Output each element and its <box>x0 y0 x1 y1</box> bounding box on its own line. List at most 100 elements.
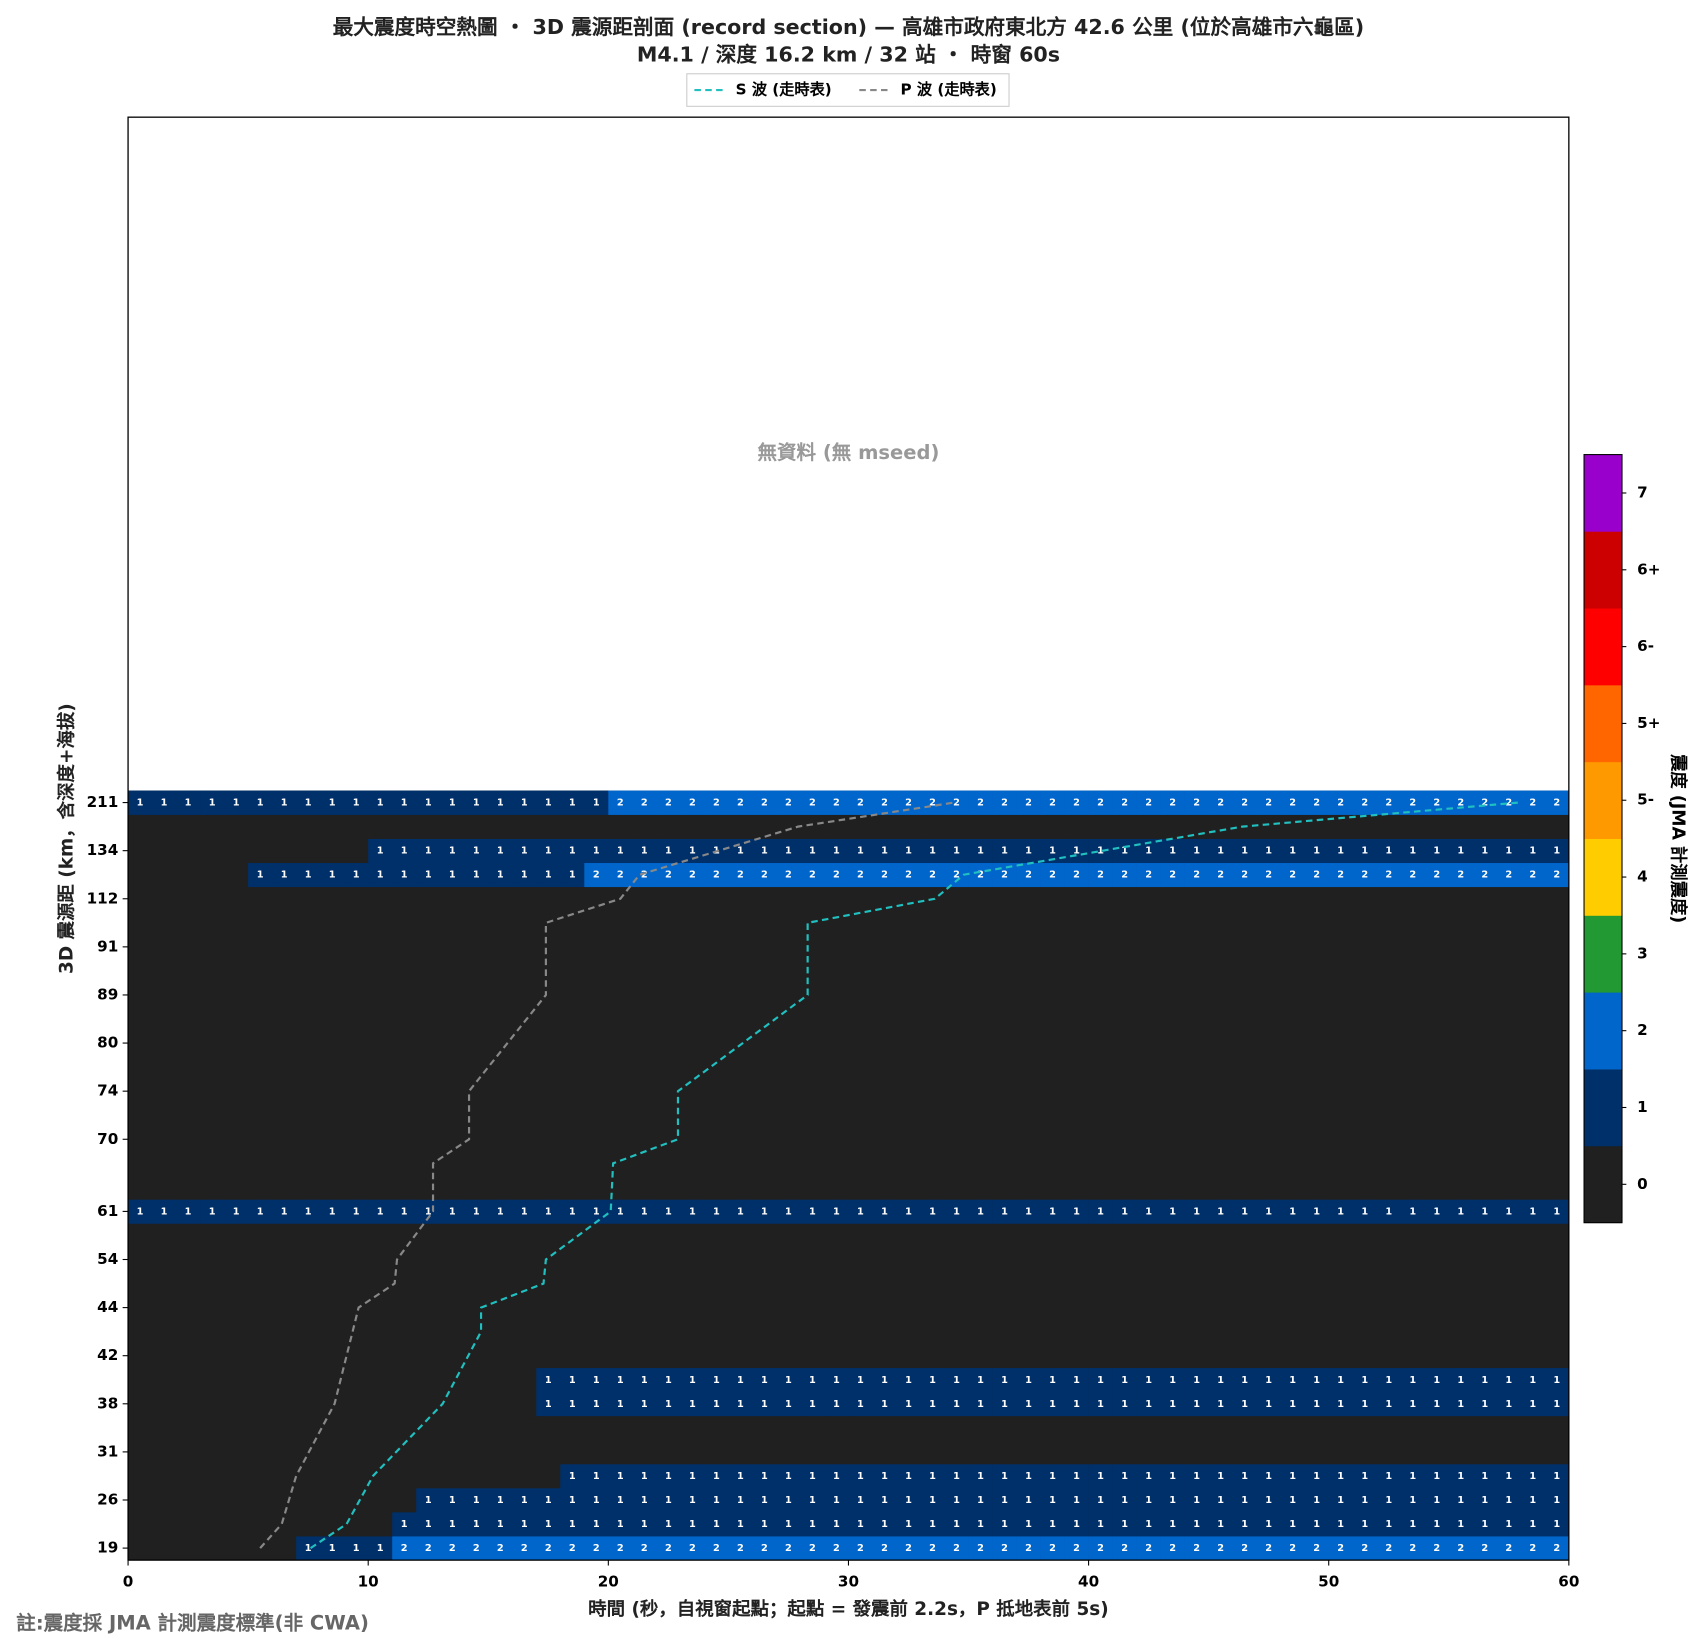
heat-cell <box>752 958 777 984</box>
heat-cell <box>800 1247 825 1272</box>
heat-cell <box>896 1295 921 1320</box>
heat-cell <box>272 1199 297 1224</box>
heat-cell <box>680 790 705 815</box>
heat-cell <box>704 1079 729 1104</box>
heat-cell <box>1472 1151 1498 1176</box>
heat-cell <box>488 1247 513 1272</box>
cell-label: 2 <box>1217 870 1224 881</box>
heat-cell <box>488 1463 513 1489</box>
heat-cell <box>1040 958 1065 984</box>
heat-cell <box>968 1103 993 1128</box>
heat-cell <box>1472 982 1498 1008</box>
heat-cell <box>320 1103 345 1128</box>
heat-cell <box>248 1223 273 1248</box>
heat-cell <box>248 1391 273 1417</box>
heat-cell <box>1016 1367 1041 1393</box>
cell-label: 2 <box>761 798 768 809</box>
heat-cell <box>1520 934 1546 960</box>
heat-cell <box>1040 1319 1065 1345</box>
cell-label: 1 <box>1361 846 1368 857</box>
heat-cell <box>1448 1055 1474 1080</box>
heat-cell <box>464 1415 489 1441</box>
heat-cell <box>176 838 201 864</box>
heat-cell <box>1160 814 1185 839</box>
heat-cell <box>704 934 729 960</box>
heat-cell <box>1232 958 1258 984</box>
heat-cell <box>1352 1175 1378 1200</box>
cell-label: 2 <box>473 1543 480 1554</box>
cell-label: 1 <box>713 1495 720 1506</box>
heat-cell <box>1064 1343 1089 1369</box>
heat-cell <box>968 1487 993 1513</box>
heat-cell <box>392 1127 417 1152</box>
cell-label: 1 <box>881 1519 888 1530</box>
heat-cell <box>512 1271 537 1296</box>
heat-cell <box>1544 862 1570 888</box>
heat-cell <box>1280 1319 1306 1345</box>
heat-cell <box>1328 1271 1354 1296</box>
heat-cell <box>440 862 465 888</box>
heat-cell <box>512 886 537 912</box>
heat-cell <box>1016 958 1041 984</box>
heat-cell <box>1280 1006 1306 1032</box>
heat-cell <box>1160 1127 1185 1152</box>
heat-cell <box>248 838 273 864</box>
heat-cell <box>1472 1536 1498 1561</box>
heat-cell <box>128 1223 153 1248</box>
cell-label: 1 <box>665 1471 672 1482</box>
heat-cell <box>632 1055 657 1080</box>
heat-cell <box>824 886 849 912</box>
heat-cell <box>704 1271 729 1296</box>
heat-cell <box>776 1006 801 1032</box>
heat-cell <box>440 790 465 815</box>
heat-cell <box>320 1199 345 1224</box>
heat-cell <box>1280 1391 1306 1417</box>
heat-cell <box>944 1271 969 1296</box>
cell-label: 2 <box>953 798 960 809</box>
heat-cell <box>1472 814 1498 839</box>
heat-cell <box>968 1079 993 1104</box>
heat-cell <box>1400 1103 1426 1128</box>
heat-cell <box>824 1031 849 1056</box>
cell-label: 2 <box>905 870 912 881</box>
heat-cell <box>800 1463 825 1489</box>
heat-cell <box>1520 1175 1546 1200</box>
heat-cell <box>416 1343 441 1369</box>
heat-cell <box>992 1295 1017 1320</box>
heat-cell <box>848 1079 873 1104</box>
cell-label: 2 <box>1241 798 1248 809</box>
cell-label: 1 <box>137 1206 144 1217</box>
cell-label: 1 <box>905 1399 912 1410</box>
heat-cell <box>1544 1295 1570 1320</box>
heat-cell <box>152 1536 177 1561</box>
cell-label: 1 <box>1025 1495 1032 1506</box>
heat-cell <box>1328 934 1354 960</box>
heat-cell <box>896 934 921 960</box>
heat-cell <box>200 1343 225 1369</box>
heat-cell <box>272 1536 297 1561</box>
heat-cell <box>1064 1439 1089 1465</box>
heat-cell <box>656 1055 681 1080</box>
cell-label: 1 <box>1289 1206 1296 1217</box>
heat-cell <box>1208 1103 1233 1128</box>
heat-cell <box>1400 886 1426 912</box>
heat-cell <box>728 1006 753 1032</box>
heat-cell <box>272 838 297 864</box>
heat-cell <box>704 958 729 984</box>
heat-cell <box>128 1512 153 1537</box>
heat-cell <box>728 1463 753 1489</box>
heat-cell <box>632 1512 657 1537</box>
heat-cell <box>416 1271 441 1296</box>
heat-cell <box>1328 1487 1354 1513</box>
heat-cell <box>1448 1223 1474 1248</box>
heat-cell <box>1160 1367 1185 1393</box>
heat-cell <box>1520 1271 1546 1296</box>
heat-cell <box>1280 1271 1306 1296</box>
heat-cell <box>776 1487 801 1513</box>
heat-cell <box>1496 1295 1522 1320</box>
heat-cell <box>1232 1271 1258 1296</box>
heat-cell <box>1352 1055 1378 1080</box>
heat-cell <box>680 1151 705 1176</box>
cell-label: 1 <box>761 1471 768 1482</box>
heat-cell <box>992 862 1017 888</box>
